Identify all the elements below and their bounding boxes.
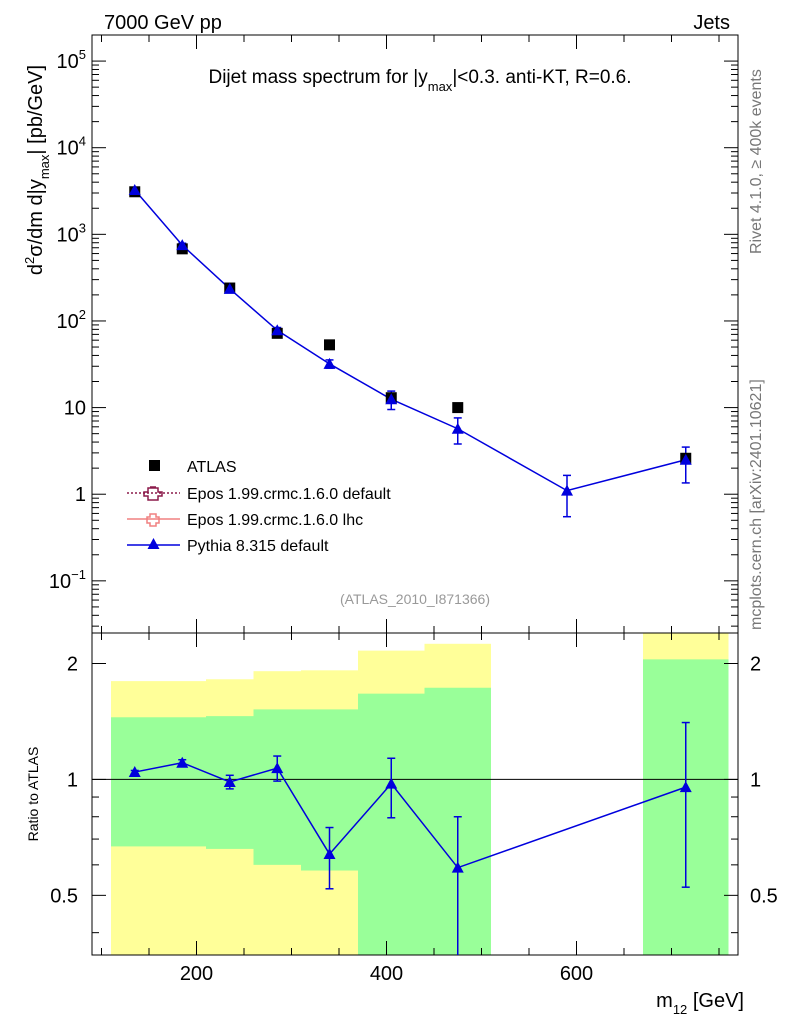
legend: ATLAS Epos 1.99.crmc.1.6.0 default Epos … (127, 459, 391, 555)
ratio-x-tick-labels: 200 400 600 (180, 963, 593, 985)
ratio-pythia-point (323, 848, 336, 860)
ratio-uncertainty-bands (111, 633, 729, 955)
y-tick-label-base: 10 (57, 224, 79, 246)
y-tick-label-base: 1 (75, 484, 86, 506)
ratio-pythia-point (451, 861, 464, 873)
ratio-axis-ticks (92, 633, 738, 955)
pythia-point (223, 282, 236, 294)
main-y-axis-label: d2σ/dm d|ymax| [pb/GeV] (22, 65, 52, 275)
analysis-watermark: (ATLAS_2010_I871366) (340, 591, 490, 607)
y-tick-label-base: 10 (64, 398, 86, 420)
ratio-pythia-point (128, 766, 141, 778)
y-tick-label-exponent: 5 (79, 47, 86, 62)
y-tick-label: 104 (57, 134, 86, 160)
mcplots-label: mcplots.cern.ch [arXiv:2401.10621] (748, 379, 765, 630)
header-energy-label: 7000 GeV pp (104, 12, 222, 34)
y-tick-label-base: 10 (57, 311, 79, 333)
ratio-pythia-point (385, 777, 398, 789)
ratio-pythia-point (271, 762, 284, 774)
ylabel-d: d (25, 264, 47, 275)
y-tick-label-exponent: 3 (79, 220, 86, 235)
ratio-band-inner (158, 717, 206, 847)
main-series (128, 183, 692, 518)
ratio-pythia-line (134, 761, 686, 869)
ylabel-units: | [pb/GeV] (25, 65, 47, 155)
ratio-panel: 0.5 0.51 12 2 200 400 600 Ratio to ATLAS m12 … (25, 632, 778, 1017)
y-tick-label-base: 10 (57, 51, 79, 73)
y-tick-label: 10 (64, 398, 86, 420)
x-tick-label: 400 (370, 963, 403, 985)
x-axis-label: m12 [GeV] (656, 990, 744, 1017)
pythia-point (271, 324, 284, 336)
y-tick-label-exponent: 4 (79, 134, 86, 149)
legend-atlas-marker (149, 460, 160, 471)
y-tick-label-base: 10 (57, 138, 79, 160)
legend-pythia-label: Pythia 8.315 default (187, 538, 329, 555)
ylabel-sigma: σ/dm d|y (25, 179, 47, 257)
ratio-band-inner (358, 693, 425, 955)
y-tick-label: 105 (57, 47, 86, 73)
atlas-point (324, 339, 335, 351)
rivet-version-label: Rivet 4.1.0, ≥ 400k events (748, 69, 765, 254)
ylabel-sup2: 2 (22, 257, 37, 264)
ratio-band-inner (253, 709, 301, 865)
y-tick-label-exponent: −1 (71, 567, 86, 582)
pythia-point (679, 453, 692, 465)
xlabel-sub: 12 (673, 1002, 687, 1017)
header-jets-label: Jets (693, 12, 730, 34)
plot-title-part-2: |<0.3. anti-KT, R=0.6. (452, 67, 631, 88)
legend-atlas-label: ATLAS (187, 459, 237, 476)
y-tick-label-exponent: 2 (79, 307, 86, 322)
ratio-pythia-point (176, 756, 189, 768)
pythia-point (561, 484, 573, 496)
atlas-point (452, 402, 464, 414)
ratio-pythia-point (223, 775, 236, 787)
x-tick-label: 200 (180, 963, 213, 985)
plot-title: Dijet mass spectrum for |ymax|<0.3. anti… (208, 67, 631, 94)
ratio-y-tick-label-left: 0.5 (50, 885, 78, 907)
legend-epos-lhc-marker (146, 513, 160, 527)
legend-epos-default-label: Epos 1.99.crmc.1.6.0 default (187, 486, 391, 503)
xlabel-m: m (656, 990, 673, 1012)
ratio-y-tick-label-left: 1 (67, 769, 78, 791)
plot-title-subscript: max (428, 79, 453, 94)
y-tick-label-base: 10 (49, 571, 71, 593)
ratio-series (128, 721, 692, 955)
pythia-point (323, 357, 336, 369)
x-tick-label: 600 (560, 963, 593, 985)
main-axis-ticks (92, 34, 738, 633)
xlabel-units: [GeV] (687, 990, 744, 1012)
ratio-y-tick-label-left: 2 (67, 653, 78, 675)
y-tick-label: 10−1 (49, 567, 86, 593)
plot-title-part-1: Dijet mass spectrum for |y (208, 67, 428, 88)
pythia-point (176, 239, 189, 251)
legend-pythia-marker (147, 538, 160, 549)
y-tick-label: 102 (57, 307, 86, 333)
ratio-band-inner (111, 717, 159, 847)
ratio-y-tick-label-right: 1 (750, 769, 761, 791)
ratio-y-tick-label-right: 2 (750, 653, 761, 675)
legend-epos-lhc-label: Epos 1.99.crmc.1.6.0 lhc (187, 512, 363, 529)
ratio-y-tick-label-right: 0.5 (750, 885, 778, 907)
pythia-line (134, 189, 686, 492)
pythia-point (385, 393, 398, 405)
y-tick-label: 103 (57, 220, 86, 246)
legend-epos-default-marker (143, 486, 163, 501)
pythia-point (128, 183, 141, 195)
y-tick-label: 1 (75, 484, 86, 506)
ratio-frame (91, 632, 739, 956)
ylabel-max-sub: max (37, 154, 52, 179)
ratio-y-tick-labels: 0.5 0.5 1 1 2 2 (50, 653, 778, 907)
ratio-pythia-point (679, 781, 692, 793)
pythia-point (451, 422, 464, 434)
ratio-y-axis-label: Ratio to ATLAS (25, 747, 41, 842)
